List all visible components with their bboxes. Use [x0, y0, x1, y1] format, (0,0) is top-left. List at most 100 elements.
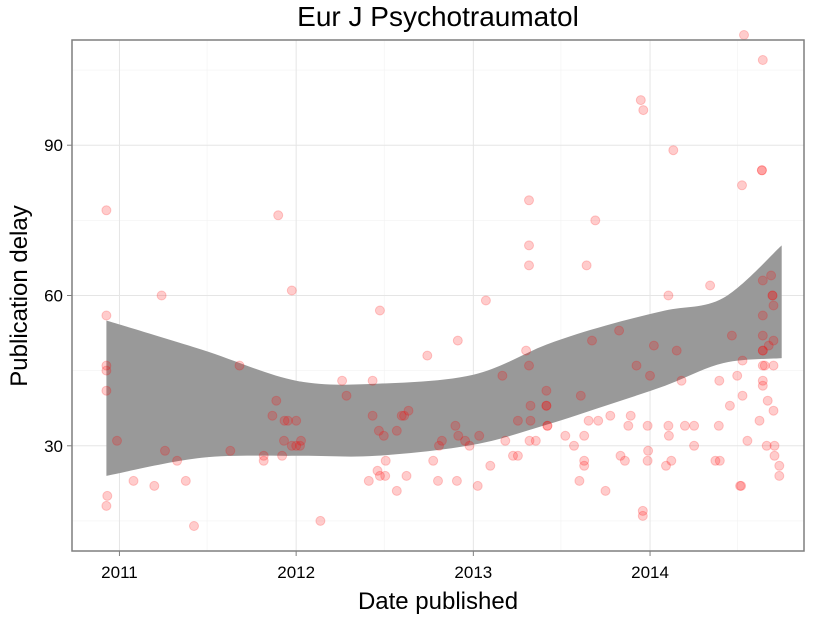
data-point — [286, 440, 297, 451]
data-point — [277, 450, 288, 461]
data-point — [399, 410, 410, 421]
data-point — [403, 405, 414, 416]
data-point — [101, 365, 112, 376]
data-point — [279, 435, 289, 446]
data-point — [774, 470, 785, 481]
data-point — [524, 240, 534, 251]
data-point — [291, 415, 302, 426]
data-point — [112, 435, 122, 446]
data-point — [525, 400, 536, 411]
y-tick-label: 30 — [44, 437, 63, 456]
data-point — [761, 440, 772, 451]
data-point — [160, 445, 170, 456]
data-point — [508, 450, 518, 461]
data-point — [757, 55, 768, 65]
data-point — [625, 410, 636, 421]
data-point — [391, 425, 402, 436]
data-point — [373, 425, 384, 436]
data-point — [575, 390, 586, 401]
data-point — [434, 440, 444, 451]
data-point — [521, 345, 532, 356]
data-point — [396, 410, 407, 421]
data-point — [757, 380, 768, 391]
data-point — [726, 330, 737, 341]
data-point — [737, 180, 747, 191]
data-point — [560, 430, 571, 441]
data-point — [258, 455, 269, 466]
data-point — [480, 295, 491, 306]
data-point — [530, 435, 541, 446]
data-point — [593, 415, 604, 426]
data-point — [341, 390, 352, 401]
data-point — [472, 480, 483, 491]
data-point — [372, 465, 383, 476]
data-point — [590, 215, 601, 226]
data-point — [737, 390, 748, 401]
data-point — [128, 475, 139, 486]
chart-title: Eur J Psychotraumatol — [297, 1, 579, 32]
data-point — [101, 360, 112, 371]
data-point — [710, 455, 721, 466]
data-point — [180, 475, 191, 486]
data-point — [757, 375, 768, 386]
data-point — [286, 285, 297, 296]
data-point — [450, 420, 461, 431]
data-point — [273, 210, 284, 221]
data-point — [739, 30, 749, 40]
data-point — [542, 420, 553, 431]
y-tick-label: 90 — [44, 136, 63, 155]
data-point — [757, 345, 768, 356]
data-point — [374, 305, 385, 316]
data-point — [759, 360, 770, 371]
data-point — [367, 375, 378, 386]
data-point — [225, 445, 236, 456]
data-point — [679, 420, 690, 431]
data-point — [579, 455, 590, 466]
data-point — [512, 450, 523, 461]
data-point — [497, 370, 508, 381]
data-point — [668, 145, 679, 156]
data-point — [401, 470, 412, 481]
data-point — [676, 375, 687, 386]
y-axis-ticks: 30 60 90 — [44, 136, 72, 456]
data-point — [474, 430, 485, 441]
data-point — [500, 435, 511, 446]
data-point — [663, 430, 674, 441]
data-point — [757, 345, 768, 356]
data-point — [451, 475, 462, 486]
data-point — [433, 475, 443, 486]
data-point — [542, 420, 553, 431]
data-point — [714, 455, 725, 466]
data-point — [769, 440, 780, 451]
data-point — [638, 105, 649, 116]
data-point — [452, 335, 463, 346]
data-point — [101, 310, 112, 321]
data-point — [757, 330, 768, 341]
data-point — [605, 410, 616, 421]
data-point — [735, 480, 746, 491]
data-point — [391, 485, 402, 496]
data-points — [101, 30, 785, 531]
data-point — [643, 445, 654, 456]
data-point — [614, 325, 625, 336]
data-point — [172, 455, 183, 466]
x-axis-label: Date published — [358, 588, 518, 615]
confidence-band — [106, 245, 782, 476]
data-point — [149, 480, 160, 491]
x-tick-label: 2011 — [101, 563, 138, 582]
data-point — [642, 455, 653, 466]
data-point — [663, 290, 674, 301]
data-point — [774, 460, 785, 471]
data-point — [642, 420, 653, 431]
data-point — [757, 310, 768, 321]
data-point — [768, 300, 779, 311]
data-point — [291, 440, 302, 451]
data-point — [436, 435, 447, 446]
data-point — [258, 450, 269, 461]
data-point — [464, 440, 475, 451]
data-point — [524, 360, 534, 371]
data-point — [736, 480, 747, 491]
data-point — [619, 455, 630, 466]
y-axis-label: Publication delay — [6, 205, 33, 386]
